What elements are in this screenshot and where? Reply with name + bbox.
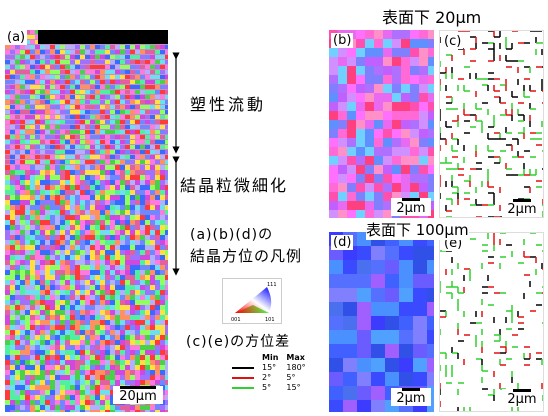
ipf-tick-101: 101 — [265, 317, 275, 323]
svg-e-boundaries — [440, 233, 543, 411]
legend-header-min: Min — [262, 353, 279, 362]
svg-b-texture — [329, 30, 434, 218]
legend-header-max: Max — [286, 353, 305, 362]
legend-line-red — [232, 377, 254, 379]
panel-a-label: (a) — [5, 30, 28, 45]
panel-d-label: (d) — [331, 235, 354, 250]
misorientation-legend: Min Max 15° 180° 2° 5° 5° 15° — [228, 353, 310, 393]
grain-refinement-label: 結晶粒微細化 — [180, 176, 289, 195]
scale-bar-line — [402, 198, 420, 201]
panel-e-scalebar: 2μm — [502, 389, 542, 407]
panel-c-scale-label: 2μm — [507, 202, 537, 217]
panel-b-scalebar: 2μm — [391, 198, 431, 216]
panel-c-label: (c) — [442, 34, 464, 49]
legend-min: 5° — [262, 383, 272, 392]
ipf-triangle-legend: 001 101 111 — [222, 278, 282, 324]
svg-a-texture — [5, 30, 168, 412]
scale-bar-line — [120, 386, 156, 389]
ipf-triangle — [235, 287, 272, 313]
orientation-legend-title-2: 結晶方位の凡例 — [190, 247, 303, 265]
panel-e-scale-label: 2μm — [507, 392, 537, 407]
depth-arrows — [172, 52, 180, 276]
surface-layer — [38, 30, 168, 44]
panel-d-scale-label: 2μm — [396, 391, 426, 406]
panel-b-label: (b) — [331, 33, 354, 48]
ipf-tick-111: 111 — [267, 282, 277, 288]
scale-bar-line — [513, 199, 531, 202]
boundary-map-e: (e) 2μm — [439, 232, 544, 412]
boundary-map-c: (c) 2μm — [439, 30, 544, 218]
panel-a-scalebar: 20μm — [113, 386, 163, 404]
plastic-flow-label: 塑性流動 — [190, 95, 267, 114]
legend-row: 15° 180° — [228, 363, 310, 373]
heading-depth-100: 表面下 100μm — [366, 219, 469, 240]
orientation-legend-title-1: (a)(b)(d)の — [190, 227, 274, 243]
scale-bar-line — [402, 388, 420, 391]
legend-min: 15° — [262, 363, 277, 372]
ebsd-map-a: (a) 20μm — [5, 30, 168, 412]
panel-d-scalebar: 2μm — [391, 388, 431, 406]
legend-max: 180° — [286, 363, 306, 372]
svg-d-texture — [329, 232, 434, 412]
ebsd-map-d: (d) 2μm — [329, 232, 434, 412]
heading-depth-20: 表面下 20μm — [382, 8, 482, 27]
ebsd-map-b: (b) 2μm — [329, 30, 434, 218]
legend-line-black — [232, 367, 254, 369]
scale-bar-line — [513, 389, 531, 392]
ipf-tick-001: 001 — [231, 317, 241, 323]
svg-c-boundaries — [440, 31, 543, 217]
panel-c-scalebar: 2μm — [502, 199, 542, 217]
misorientation-title: (c)(e)の方位差 — [186, 334, 291, 350]
legend-line-green — [232, 387, 254, 389]
panel-b-scale-label: 2μm — [396, 201, 426, 216]
legend-min: 2° — [262, 373, 272, 382]
panel-a-scale-label: 20μm — [119, 389, 157, 404]
legend-max: 5° — [286, 373, 296, 382]
legend-max: 15° — [286, 383, 301, 392]
legend-row: 5° 15° — [228, 383, 310, 393]
legend-row: 2° 5° — [228, 373, 310, 383]
